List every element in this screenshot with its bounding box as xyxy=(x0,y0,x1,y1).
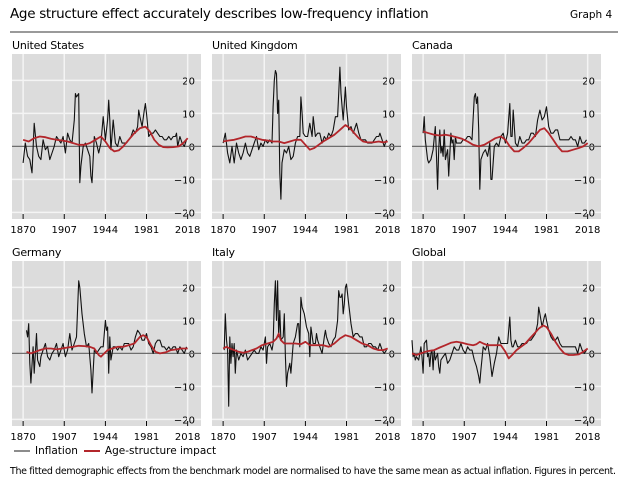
panel-title-united-kingdom: United Kingdom xyxy=(212,39,298,52)
y-tick-label: 10 xyxy=(182,109,195,120)
x-tick-label: 1981 xyxy=(534,432,559,443)
y-tick-label: 20 xyxy=(382,76,395,87)
y-tick-label: −20 xyxy=(374,208,395,219)
series-line-inflation xyxy=(222,66,388,200)
series-line-age-structure-impact xyxy=(26,334,188,358)
series-line-age-structure-impact xyxy=(22,125,189,153)
y-tick-label: −20 xyxy=(374,415,395,426)
chart-germany: 20 10 0 −10 −20 1870 1907 1944 1981 2018 xyxy=(10,261,201,443)
x-tick-label: 1870 xyxy=(210,225,235,236)
y-tick-label: 0 xyxy=(389,142,395,153)
series-line-inflation xyxy=(422,93,587,190)
graph-number: Graph 4 xyxy=(570,9,613,21)
y-tick-label: −10 xyxy=(374,175,395,186)
y-tick-label: 20 xyxy=(182,76,195,87)
y-tick-label: −10 xyxy=(174,175,195,186)
x-tick-label: 2018 xyxy=(575,432,600,443)
y-tick-label: −20 xyxy=(174,208,195,219)
y-tick-label: −10 xyxy=(574,382,595,393)
x-tick-label: 1870 xyxy=(410,432,435,443)
x-tick-label: 1944 xyxy=(293,432,318,443)
x-tick-label: 2018 xyxy=(375,432,400,443)
y-tick-label: 10 xyxy=(182,316,195,327)
legend-swatch-age-structure xyxy=(83,450,100,452)
series-line-age-structure-impact xyxy=(222,332,389,354)
y-tick-label: 20 xyxy=(582,76,595,87)
plot-background xyxy=(12,261,201,426)
x-tick-label: 1907 xyxy=(52,432,77,443)
title-divider xyxy=(10,31,618,33)
x-tick-label: 1870 xyxy=(210,432,235,443)
legend-item-inflation: Inflation xyxy=(14,445,78,457)
x-tick-label: 1944 xyxy=(293,225,318,236)
y-tick-label: −10 xyxy=(574,175,595,186)
x-tick-label: 1944 xyxy=(93,225,118,236)
x-tick-label: 2018 xyxy=(575,225,600,236)
chart-united-kingdom: 20 10 0 −10 −20 1870 1907 1944 1981 2018 xyxy=(210,54,401,236)
panel-title-germany: Germany xyxy=(12,246,62,259)
y-tick-label: −20 xyxy=(174,415,195,426)
series-line-age-structure-impact xyxy=(222,124,388,151)
legend: Inflation Age-structure impact xyxy=(14,445,222,457)
x-tick-label: 1981 xyxy=(134,225,159,236)
x-tick-label: 1981 xyxy=(334,225,359,236)
x-tick-label: 1944 xyxy=(493,432,518,443)
y-tick-label: 0 xyxy=(189,349,195,360)
y-tick-label: 0 xyxy=(389,349,395,360)
y-tick-label: 0 xyxy=(589,142,595,153)
y-tick-label: 20 xyxy=(382,283,395,294)
y-tick-label: −10 xyxy=(374,382,395,393)
y-tick-label: 0 xyxy=(589,349,595,360)
y-tick-label: 10 xyxy=(582,316,595,327)
chart-canada: 20 10 0 −10 −20 1870 1907 1944 1981 2018 xyxy=(410,54,601,236)
chart-united-states: 20 10 0 −10 −20 1870 1907 1944 1981 2018 xyxy=(10,54,201,236)
chart-global: 20 10 0 −10 −20 1870 1907 1944 1981 2018 xyxy=(410,261,601,443)
x-tick-label: 1981 xyxy=(534,225,559,236)
x-tick-label: 1870 xyxy=(10,432,35,443)
series-line-inflation xyxy=(25,280,188,394)
series-line-inflation xyxy=(411,306,587,384)
x-tick-label: 1907 xyxy=(252,432,277,443)
panel-title-canada: Canada xyxy=(412,39,453,52)
y-tick-label: −20 xyxy=(574,415,595,426)
panel-title-united-states: United States xyxy=(12,39,84,52)
y-tick-label: 10 xyxy=(382,109,395,120)
legend-label-inflation: Inflation xyxy=(35,445,78,457)
y-tick-label: 0 xyxy=(189,142,195,153)
series-line-inflation xyxy=(22,93,188,184)
y-tick-label: −10 xyxy=(174,382,195,393)
legend-label-age-structure: Age-structure impact xyxy=(104,445,217,457)
x-tick-label: 1870 xyxy=(10,225,35,236)
x-tick-label: 2018 xyxy=(375,225,400,236)
panel-title-global: Global xyxy=(412,246,446,259)
x-tick-label: 2018 xyxy=(175,432,200,443)
x-tick-label: 1981 xyxy=(334,432,359,443)
figure-title: Age structure effect accurately describe… xyxy=(10,6,429,22)
x-tick-label: 1907 xyxy=(452,225,477,236)
x-tick-label: 1907 xyxy=(452,432,477,443)
panel-title-italy: Italy xyxy=(212,246,235,259)
chart-italy: 20 10 0 −10 −20 1870 1907 1944 1981 2018 xyxy=(210,261,401,443)
footnote: The fitted demographic effects from the … xyxy=(10,466,616,477)
x-tick-label: 1981 xyxy=(134,432,159,443)
legend-swatch-inflation xyxy=(14,450,30,452)
y-tick-label: −20 xyxy=(574,208,595,219)
y-tick-label: 10 xyxy=(582,109,595,120)
x-tick-label: 1944 xyxy=(493,225,518,236)
x-tick-label: 2018 xyxy=(175,225,200,236)
x-tick-label: 1870 xyxy=(410,225,435,236)
series-line-age-structure-impact xyxy=(422,127,589,153)
legend-item-age-structure: Age-structure impact xyxy=(83,445,217,457)
x-tick-label: 1944 xyxy=(93,432,118,443)
y-tick-label: 20 xyxy=(182,283,195,294)
y-tick-label: 10 xyxy=(382,316,395,327)
y-tick-label: 20 xyxy=(582,283,595,294)
series-line-age-structure-impact xyxy=(411,324,589,360)
series-line-inflation xyxy=(223,280,387,407)
x-tick-label: 1907 xyxy=(52,225,77,236)
x-tick-label: 1907 xyxy=(252,225,277,236)
